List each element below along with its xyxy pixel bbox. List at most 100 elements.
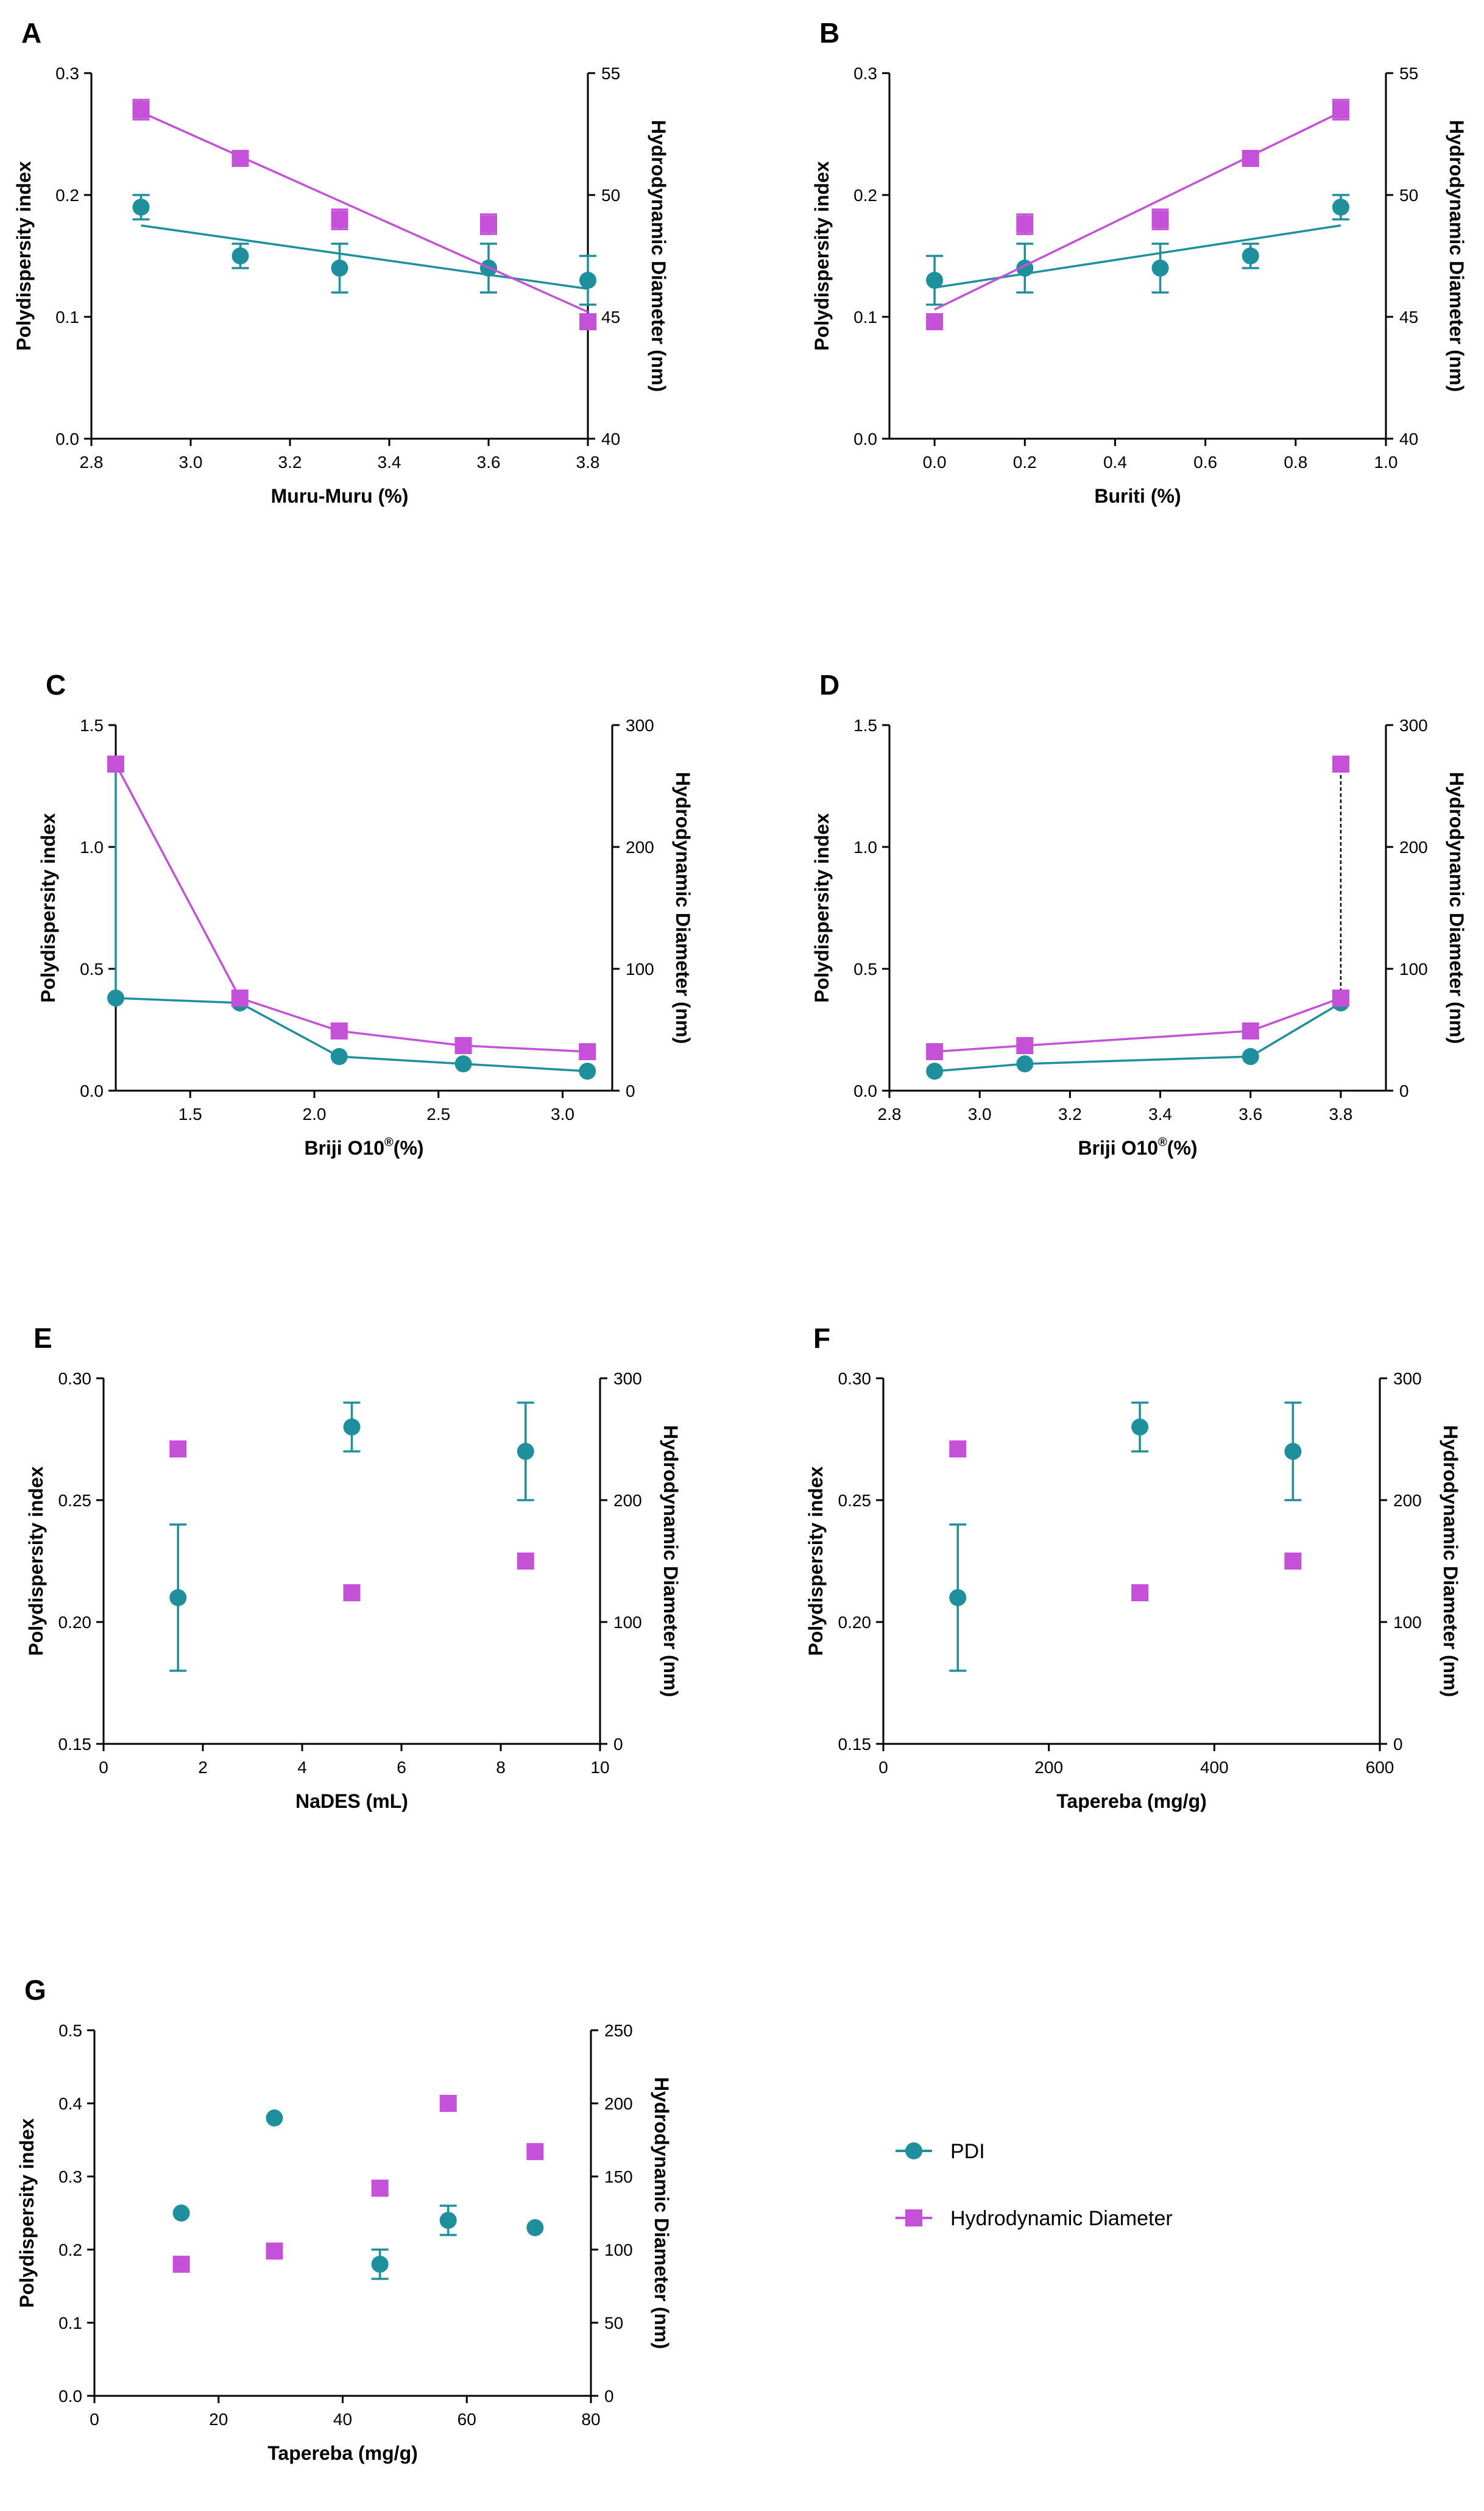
x-axis-title-unit: (%): [394, 1137, 424, 1159]
y-axis-title: Polydispersity index: [811, 813, 833, 1002]
y2-tick-label: 0: [1399, 1082, 1409, 1100]
pdi-point: [331, 260, 348, 277]
y2-tick-label: 100: [1399, 960, 1428, 979]
y2-tick-label: 100: [604, 2240, 633, 2259]
y2-tick-label: 45: [601, 308, 620, 327]
y2-tick-label: 300: [1393, 1369, 1422, 1388]
y2-tick-label: 200: [1393, 1491, 1422, 1510]
y2-tick-label: 40: [601, 430, 620, 448]
y2-tick-label: 100: [613, 1613, 642, 1632]
hd-fit-line: [934, 111, 1341, 311]
panel-letter: G: [24, 1974, 46, 2006]
y-tick-label: 1.0: [853, 838, 877, 857]
x-tick-label: 0.8: [1284, 453, 1307, 472]
x-tick-label: 2: [198, 1758, 208, 1777]
pdi-point: [1016, 1055, 1034, 1072]
x-axis-title: Briji O10®(%): [1078, 1136, 1197, 1159]
y-tick-label: 0.0: [58, 2387, 82, 2406]
series-hd: [107, 756, 596, 1060]
x-tick-label: 600: [1366, 1758, 1394, 1777]
y-axis-title: Polydispersity index: [25, 1466, 47, 1656]
pdi-point: [371, 2256, 389, 2273]
hd-point: [1332, 990, 1349, 1007]
y-tick-label: 0.15: [58, 1735, 92, 1754]
hd-point: [926, 313, 944, 330]
y-tick-label: 0.25: [58, 1491, 92, 1510]
y-tick-label: 0.25: [838, 1491, 872, 1510]
x-axis-title: Muru-Muru (%): [271, 485, 409, 507]
y-tick-label: 0.4: [58, 2094, 82, 2113]
y-tick-label: 0.1: [58, 2314, 82, 2332]
legend-pdi-label: PDI: [950, 2140, 985, 2163]
x-tick-label: 80: [581, 2410, 600, 2429]
x-tick-label: 40: [333, 2410, 352, 2429]
x-tick-label: 0: [878, 1758, 888, 1777]
y-tick-label: 1.5: [853, 716, 877, 735]
x-tick-label: 6: [397, 1758, 406, 1777]
series-hd: [926, 756, 1349, 1060]
y2-tick-label: 200: [626, 838, 654, 857]
y2-tick-label: 0: [604, 2387, 614, 2406]
x-tick-label: 2.5: [426, 1105, 450, 1124]
x-tick-label: 0: [90, 2410, 99, 2429]
panel-f: F 0 200 400 600 0.15 0.20 0.25 0.30 0 100 200 300 Tap…: [805, 1322, 1461, 1812]
y2-tick-label: 200: [1399, 838, 1428, 857]
panel-letter: F: [813, 1322, 830, 1354]
hd-point: [517, 1553, 534, 1570]
pdi-point: [579, 272, 596, 289]
series-hd: [926, 99, 1349, 330]
x-tick-label: 0: [99, 1758, 108, 1777]
x-tick-label: 1.0: [1374, 453, 1398, 472]
pdi-point: [1242, 247, 1259, 264]
panel-e: E 0 2 4 6 8 10 0.15 0.20 0.25 0.30 0 100 200 300 NaDES …: [25, 1322, 682, 1812]
y-tick-label: 0.0: [80, 1082, 104, 1100]
y2-tick-label: 50: [1399, 186, 1418, 205]
y-axis-title: Polydispersity index: [37, 813, 59, 1002]
y2-tick-label: 45: [1399, 308, 1418, 327]
y2-tick-label: 250: [604, 2021, 633, 2040]
y-tick-label: 0.5: [853, 960, 877, 979]
y2-axis-title: Hydrodynamic Diameter (nm): [1440, 1425, 1461, 1697]
series-pdi: [132, 194, 596, 306]
panel-letter: D: [819, 669, 839, 701]
hd-point: [107, 756, 124, 773]
y-axis-title: Polydispersity index: [16, 2118, 38, 2307]
y2-axis-title: Hydrodynamic Diameter (nm): [1446, 772, 1468, 1044]
pdi-point: [1242, 1048, 1259, 1065]
x-tick-label: 3.2: [278, 453, 302, 472]
hd-point: [231, 990, 249, 1007]
x-tick-label: 0.2: [1013, 453, 1037, 472]
pdi-point: [926, 1063, 944, 1080]
hd-point: [1332, 101, 1349, 118]
pdi-point: [926, 272, 944, 289]
y-tick-label: 0.1: [55, 308, 79, 327]
hd-point: [454, 1037, 472, 1054]
y2-axis-title: Hydrodynamic Diameter (nm): [660, 1425, 682, 1697]
y-axis-title: Polydispersity index: [13, 161, 35, 350]
pdi-point: [266, 2109, 283, 2127]
y-tick-label: 0.2: [58, 2240, 82, 2259]
hd-point: [579, 313, 596, 330]
series-hd: [169, 1440, 534, 1601]
y-tick-label: 0.1: [853, 308, 877, 327]
x-tick-label: 8: [496, 1758, 506, 1777]
hd-point: [1284, 1553, 1302, 1570]
pdi-fit-line: [141, 224, 588, 290]
hd-point: [132, 101, 150, 118]
y-tick-label: 0.20: [58, 1613, 92, 1632]
hd-point: [169, 1440, 187, 1457]
pdi-fit-line: [934, 224, 1341, 289]
y-tick-label: 0.2: [853, 186, 877, 205]
pdi-point: [1131, 1418, 1149, 1436]
legend-hd-label: Hydrodynamic Diameter: [950, 2207, 1173, 2230]
y-tick-label: 0.3: [58, 2167, 82, 2186]
y2-tick-label: 200: [613, 1491, 642, 1510]
y-tick-label: 1.0: [80, 838, 104, 857]
y-tick-label: 0.0: [853, 1082, 877, 1100]
hd-point: [949, 1440, 967, 1457]
hd-point: [331, 211, 348, 228]
y-tick-label: 0.5: [58, 2021, 82, 2040]
x-tick-label: 3.6: [477, 453, 501, 472]
panel-b: B 0.0 0.2 0.4 0.6 0.8 1.0 0.0 0.1 0.2 0.3 40 45 50 55 B…: [811, 17, 1468, 507]
